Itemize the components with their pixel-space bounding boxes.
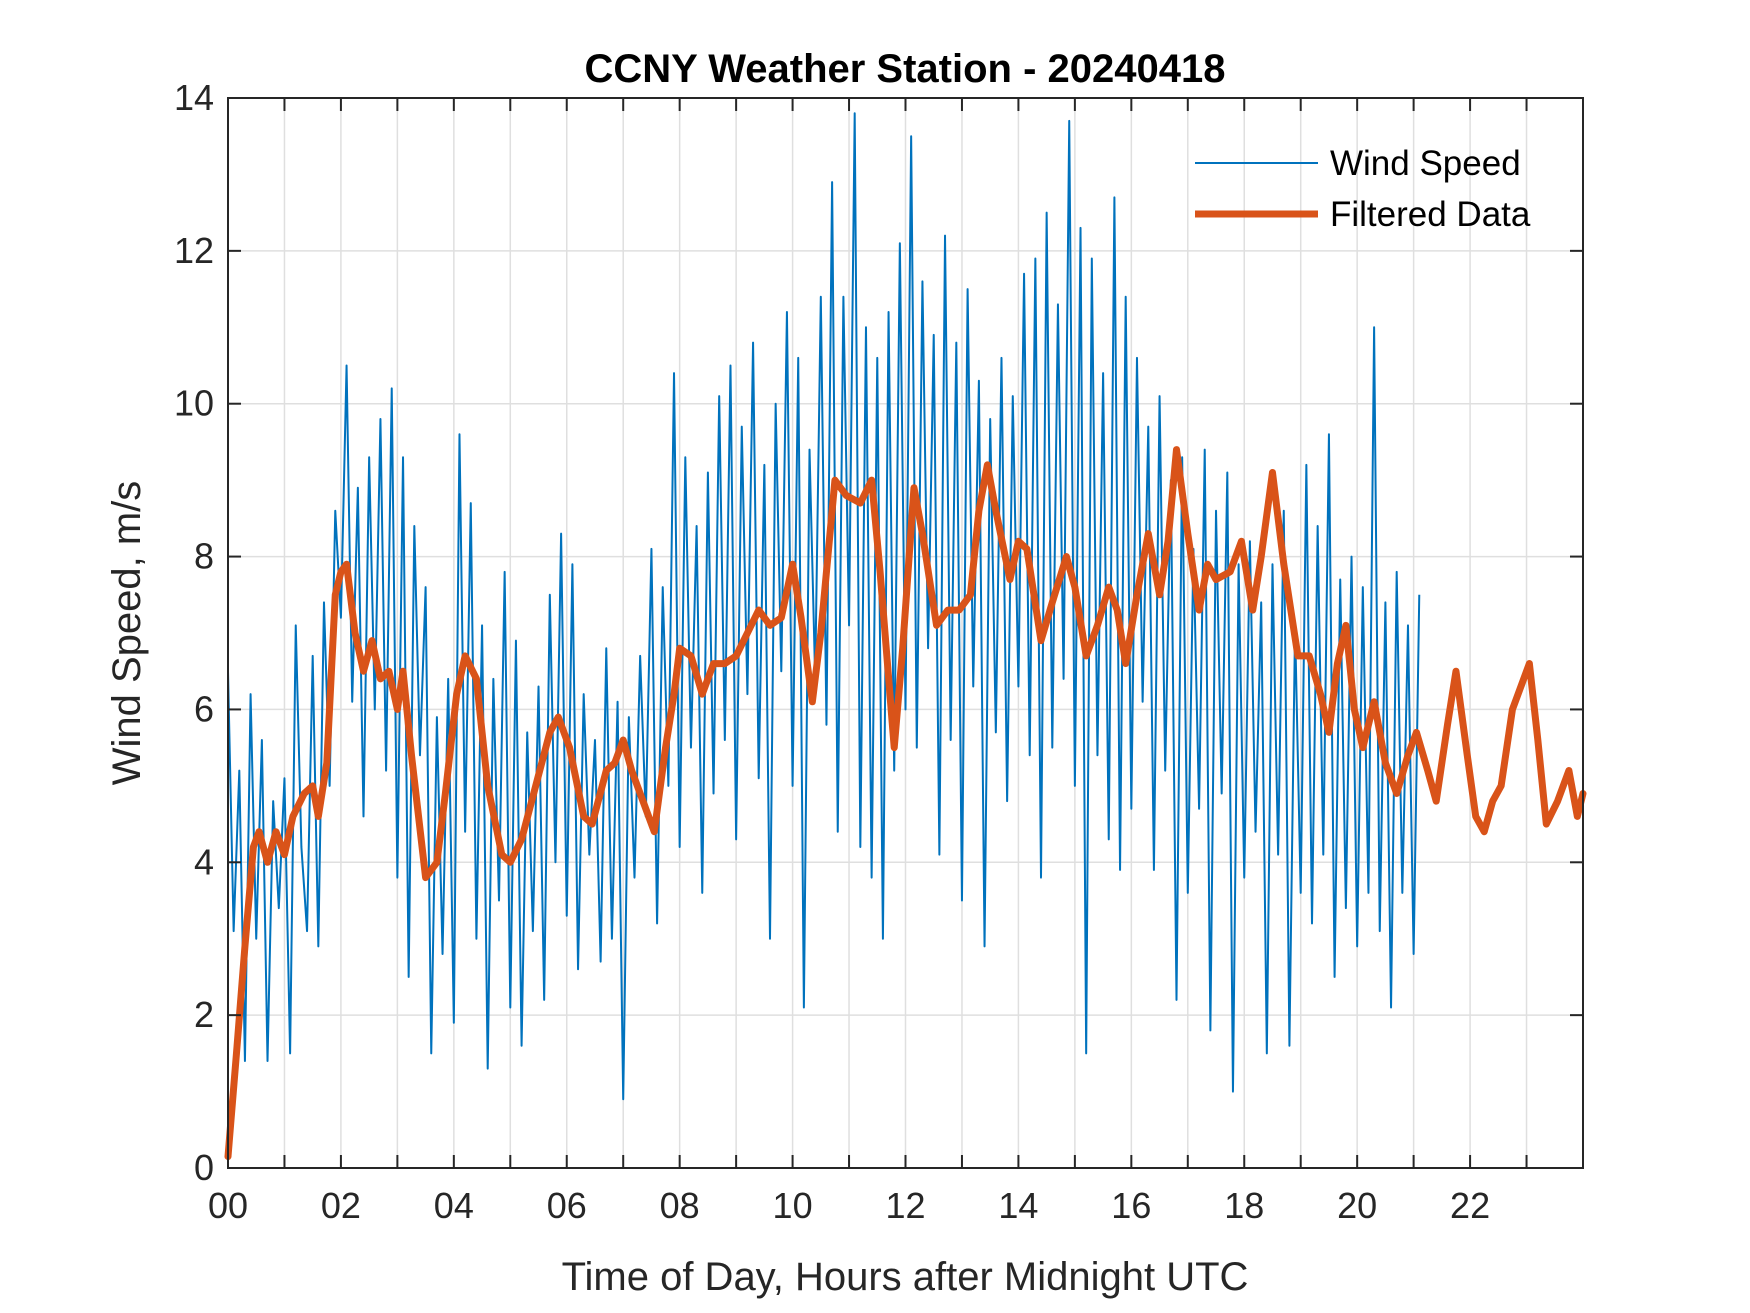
y-tick-label: 8 [194, 536, 214, 577]
x-tick-label: 06 [547, 1185, 587, 1226]
x-tick-label: 14 [998, 1185, 1038, 1226]
legend: Wind Speed Filtered Data [1195, 144, 1531, 234]
y-tick-label: 4 [194, 841, 214, 882]
y-tick-label: 2 [194, 994, 214, 1035]
x-tick-label: 10 [773, 1185, 813, 1226]
series-wind-speed-line [227, 112, 1421, 1101]
x-tick-label: 20 [1337, 1185, 1377, 1226]
x-tick-label: 04 [434, 1185, 474, 1226]
x-tick-label: 08 [660, 1185, 700, 1226]
y-tick-label: 14 [174, 77, 214, 118]
series-layer [224, 112, 1587, 1161]
x-tick-label: 22 [1450, 1185, 1490, 1226]
y-tick-label: 12 [174, 230, 214, 271]
y-tick-label: 6 [194, 688, 214, 729]
series-filtered-data-line [224, 446, 1587, 1161]
x-tick-label: 00 [208, 1185, 248, 1226]
legend-wind-speed-label: Wind Speed [1330, 144, 1521, 183]
legend-filtered-data-label: Filtered Data [1330, 195, 1531, 234]
y-axis-label: Wind Speed, m/s [105, 481, 149, 786]
x-axis-label: Time of Day, Hours after Midnight UTC [562, 1255, 1249, 1299]
x-tick-label: 18 [1224, 1185, 1264, 1226]
y-tick-label: 10 [174, 383, 214, 424]
x-tick-label: 12 [885, 1185, 925, 1226]
y-tick-label: 0 [194, 1147, 214, 1188]
chart-title: CCNY Weather Station - 20240418 [585, 47, 1226, 91]
x-tick-label: 16 [1111, 1185, 1151, 1226]
x-tick-label: 02 [321, 1185, 361, 1226]
